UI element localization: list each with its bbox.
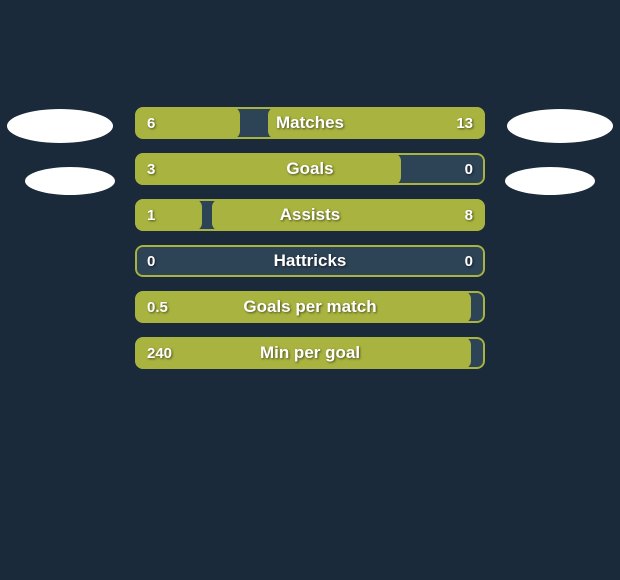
stat-bars: 613Matches 30Goals 18Assists 00Hattricks 0.5… — [135, 107, 485, 369]
stat-row: 0.5Goals per match — [135, 291, 485, 323]
stat-label: Goals — [135, 153, 485, 185]
stat-row: 00Hattricks — [135, 245, 485, 277]
player-right-avatar-2 — [505, 167, 595, 195]
stat-row: 18Assists — [135, 199, 485, 231]
stat-label: Matches — [135, 107, 485, 139]
stat-row: 240Min per goal — [135, 337, 485, 369]
comparison-stage: 613Matches 30Goals 18Assists 00Hattricks 0.5… — [0, 107, 620, 397]
player-right-avatar-1 — [507, 109, 613, 143]
stat-label: Min per goal — [135, 337, 485, 369]
stat-label: Goals per match — [135, 291, 485, 323]
stat-row: 613Matches — [135, 107, 485, 139]
stat-label: Assists — [135, 199, 485, 231]
player-left-avatar-2 — [25, 167, 115, 195]
stat-row: 30Goals — [135, 153, 485, 185]
player-left-avatar-1 — [7, 109, 113, 143]
stat-label: Hattricks — [135, 245, 485, 277]
